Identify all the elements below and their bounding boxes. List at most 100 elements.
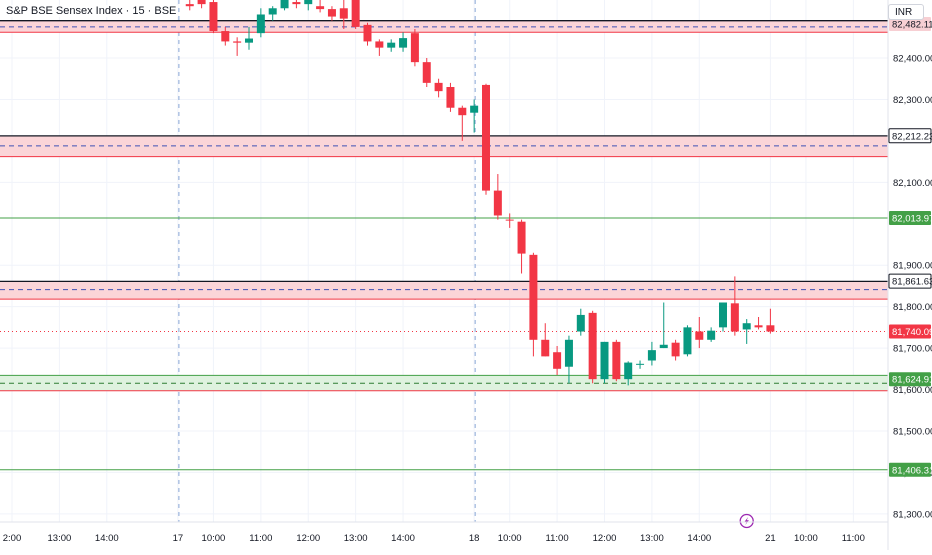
candle-up bbox=[719, 302, 727, 332]
candle-body bbox=[493, 190, 502, 216]
level-layer bbox=[0, 217, 888, 471]
candle-body bbox=[351, 0, 360, 27]
x-tick-label: 10:00 bbox=[794, 533, 818, 544]
candle-down bbox=[541, 323, 550, 357]
candle-down bbox=[730, 276, 739, 336]
candle-body bbox=[576, 314, 585, 332]
candle-down bbox=[410, 28, 419, 67]
x-tick-label: 14:00 bbox=[687, 533, 711, 544]
candle-body bbox=[434, 82, 443, 92]
candle-body bbox=[209, 2, 218, 32]
currency-button[interactable]: INR bbox=[888, 4, 924, 20]
y-tick-label: 82,300.00 bbox=[893, 95, 932, 106]
candle-up bbox=[304, 0, 313, 11]
candle-body bbox=[280, 0, 289, 9]
resistance-zone bbox=[0, 281, 888, 300]
time-axis[interactable]: 2:00 13:00 14:00 17 10:00 11:00 12:00 13:00 14:0… bbox=[3, 533, 865, 544]
candle-body bbox=[387, 42, 396, 48]
candle-up bbox=[624, 361, 633, 386]
candle-body bbox=[730, 303, 739, 332]
x-tick-label: 10:00 bbox=[498, 533, 522, 544]
candle-body bbox=[422, 62, 431, 83]
y-tick-label: 81,600.00 bbox=[893, 385, 932, 396]
candle-up bbox=[647, 341, 656, 366]
candle-body bbox=[529, 254, 538, 340]
candle-body bbox=[316, 6, 325, 10]
candle-body bbox=[600, 341, 609, 380]
candle-up bbox=[659, 302, 668, 349]
candle-down bbox=[185, 0, 194, 11]
candle-body bbox=[541, 339, 550, 357]
x-tick-label: 21 bbox=[765, 533, 776, 544]
x-tick-label: 13:00 bbox=[344, 533, 368, 544]
candle-body bbox=[766, 325, 775, 332]
x-tick-label: 13:00 bbox=[640, 533, 664, 544]
x-tick-label: 11:00 bbox=[249, 533, 272, 544]
candle-down bbox=[695, 317, 704, 349]
candle-body bbox=[742, 323, 751, 330]
candle-down bbox=[517, 219, 526, 274]
y-tick-label: 81,900.00 bbox=[893, 261, 932, 272]
candle-body bbox=[671, 342, 680, 357]
candle-up bbox=[280, 0, 289, 11]
candle-up bbox=[470, 99, 479, 133]
candle-body bbox=[588, 312, 597, 380]
candle-body bbox=[564, 339, 573, 367]
candle-down bbox=[553, 346, 562, 376]
candle-body bbox=[363, 24, 372, 42]
price-label: 82,212.23 bbox=[892, 131, 932, 142]
candle-up bbox=[683, 325, 692, 357]
y-tick-label: 82,400.00 bbox=[893, 54, 932, 65]
candle-up bbox=[564, 335, 573, 384]
candle-body bbox=[245, 38, 253, 43]
y-tick-label: 81,800.00 bbox=[893, 302, 932, 313]
candle-body bbox=[446, 87, 455, 108]
marker-layer bbox=[739, 513, 754, 529]
candle-up bbox=[600, 341, 609, 384]
price-label: 81,861.63 bbox=[892, 277, 932, 288]
candle-down bbox=[292, 0, 301, 9]
candle-down bbox=[482, 83, 490, 195]
x-tick-label: 17 bbox=[173, 533, 184, 544]
price-label-box bbox=[889, 324, 931, 339]
candle-body bbox=[647, 350, 656, 361]
x-tick-label: 12:00 bbox=[593, 533, 617, 544]
price-label-box bbox=[889, 462, 931, 477]
candle-body bbox=[410, 33, 419, 63]
x-tick-label: 10:00 bbox=[202, 533, 226, 544]
price-label: 81,624.91 bbox=[892, 375, 932, 386]
candle-up bbox=[268, 6, 277, 21]
candle-body bbox=[612, 341, 621, 380]
candle-down bbox=[588, 310, 597, 384]
candle-down bbox=[375, 39, 384, 56]
lightning-icon bbox=[739, 513, 754, 529]
x-tick-label: 18 bbox=[469, 533, 480, 544]
y-tick-label: 81,300.00 bbox=[893, 509, 932, 520]
candle-up bbox=[576, 308, 585, 336]
candle-down bbox=[363, 22, 372, 46]
candle-down bbox=[197, 0, 206, 9]
candle-up bbox=[399, 32, 408, 52]
y-tick-label: 81,500.00 bbox=[893, 426, 932, 437]
candles[interactable] bbox=[185, 0, 775, 386]
candle-down bbox=[612, 339, 621, 382]
price-label-box bbox=[888, 273, 932, 289]
candle-down bbox=[529, 252, 538, 357]
zone-layer bbox=[0, 20, 888, 392]
candle-down bbox=[434, 78, 443, 98]
candle-down bbox=[351, 0, 360, 29]
candle-body bbox=[221, 31, 230, 42]
candle-body bbox=[339, 8, 348, 19]
candle-body bbox=[185, 4, 194, 7]
candle-body bbox=[268, 8, 277, 15]
price-label-box bbox=[889, 210, 931, 225]
price-label: 82,482.11 bbox=[892, 19, 932, 30]
candle-body bbox=[695, 331, 704, 340]
candle-down bbox=[209, 0, 218, 34]
candle-body bbox=[719, 302, 727, 328]
price-label-box bbox=[888, 128, 932, 144]
candle-up bbox=[636, 360, 645, 369]
